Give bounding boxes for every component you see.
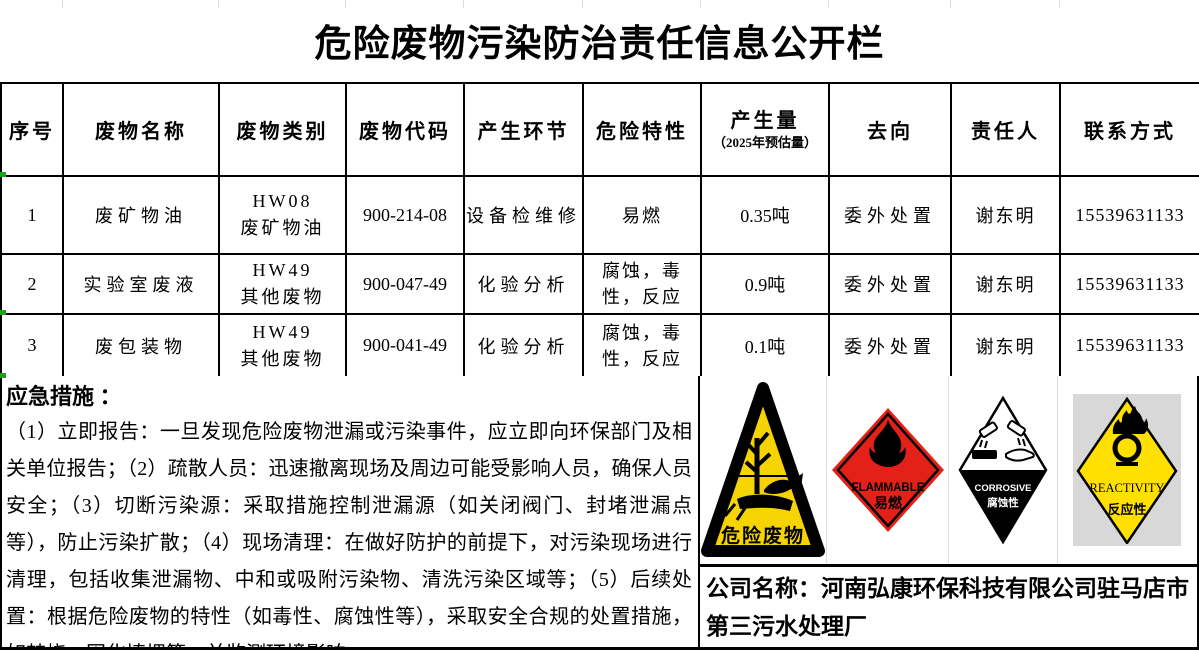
green-corner-mark (0, 373, 6, 378)
table-row: 2 实验室废液 HW49 其他废物 900-047-49 化验分析 腐蚀，毒性，… (0, 253, 1199, 315)
header-waste-name: 废物名称 (62, 82, 220, 177)
header-amount: 产生量 （2025年预估量） (700, 82, 830, 177)
header-contact: 联系方式 (1059, 82, 1199, 177)
cell-waste-name: 实验室废液 (62, 253, 220, 315)
hazardous-waste-sign: 危险废物 (700, 376, 828, 564)
reactivity-card: REACTIVITY 反应性 (1073, 394, 1182, 546)
cell-no: 3 (0, 313, 64, 378)
cell-no: 2 (0, 253, 64, 315)
cell-waste-code: 900-047-49 (345, 253, 465, 315)
emergency-body: （1）立即报告：一旦发现危险废物泄漏或污染事件，应立即向环保部门及相关单位报告；… (6, 421, 692, 650)
corrosive-diamond-icon: CORROSIVE 腐蚀性 (958, 396, 1048, 544)
waste-info-table: 序号 废物名称 废物类别 废物代码 产生环节 危险特性 产生量 （2025年预估… (0, 82, 1199, 378)
cell-waste-category: HW08 废矿物油 (218, 175, 347, 255)
cell-process: 化验分析 (463, 313, 584, 378)
flammable-sign: FLAMMABLE 易燃 (827, 376, 949, 564)
header-process: 产生环节 (463, 82, 584, 177)
table-header-row: 序号 废物名称 废物类别 废物代码 产生环节 危险特性 产生量 （2025年预估… (0, 82, 1199, 177)
cell-waste-code: 900-041-49 (345, 313, 465, 378)
cell-phone: 15539631133 (1059, 253, 1199, 315)
cell-process: 化验分析 (463, 253, 584, 315)
reactivity-label-zh: 反应性 (1108, 502, 1147, 517)
table-row: 1 废矿物油 HW08 废矿物油 900-214-08 设备检维修 易燃 0.3… (0, 175, 1199, 255)
cell-amount: 0.9吨 (700, 253, 830, 315)
cell-waste-code: 900-214-08 (345, 175, 465, 255)
category-code: HW49 (252, 321, 313, 342)
oxidizer-flame-circle-icon (1112, 406, 1149, 466)
reactivity-label-en: REACTIVITY (1090, 481, 1165, 495)
flammable-diamond-icon: FLAMMABLE 易燃 (831, 408, 944, 532)
corrosive-sign: CORROSIVE 腐蚀性 (949, 376, 1058, 564)
header-waste-category: 废物类别 (218, 82, 347, 177)
cell-destination: 委外处置 (828, 175, 952, 255)
green-corner-mark (0, 310, 6, 315)
cell-hazard: 腐蚀，毒性，反应 (582, 313, 702, 378)
emergency-measures-panel: 应急措施 ： （1）立即报告：一旦发现危险废物泄漏或污染事件，应立即向环保部门及… (0, 376, 700, 650)
cell-hazard: 腐蚀，毒性，反应 (582, 253, 702, 315)
hazardous-waste-label: 危险废物 (721, 524, 805, 547)
header-amount-note: （2025年预估量） (712, 134, 817, 150)
category-code: HW49 (252, 260, 313, 280)
cell-destination: 委外处置 (828, 313, 952, 378)
cell-waste-category: HW49 其他废物 (218, 313, 347, 378)
cell-person: 谢东明 (950, 313, 1061, 378)
company-name: 公司名称：河南弘康环保科技有限公司驻马店市第三污水处理厂 (700, 564, 1199, 650)
top-gridline-strip (0, 0, 1199, 8)
hazard-signs-panel: 危险废物 FLAMMABLE 易燃 (700, 376, 1199, 564)
flammable-label-zh: 易燃 (874, 495, 903, 512)
hazardous-waste-pictogram-icon (724, 431, 804, 521)
cell-waste-category: HW49 其他废物 (218, 253, 347, 315)
reactivity-sign: REACTIVITY 反应性 (1058, 376, 1197, 564)
cell-waste-name: 废包装物 (62, 313, 220, 378)
header-waste-code: 废物代码 (345, 82, 465, 177)
table-row: 3 废包装物 HW49 其他废物 900-041-49 化验分析 腐蚀，毒性，反… (0, 313, 1199, 378)
hazardous-waste-triangle-icon: 危险废物 (701, 382, 826, 557)
cell-waste-name: 废矿物油 (62, 175, 220, 255)
header-hazard: 危险特性 (582, 82, 702, 177)
corrosive-label-en: CORROSIVE (974, 483, 1031, 494)
flame-icon (869, 420, 906, 467)
category-code: HW08 (252, 191, 313, 211)
category-name: 其他废物 (240, 287, 325, 307)
cell-no: 1 (0, 175, 64, 255)
reactivity-diamond-icon: REACTIVITY 反应性 (1076, 396, 1178, 544)
header-person: 责任人 (950, 82, 1061, 177)
cell-amount: 0.35吨 (700, 175, 830, 255)
corrosive-pictogram-icon (971, 420, 1035, 462)
green-corner-mark (0, 172, 6, 177)
header-amount-title: 产生量 (730, 109, 800, 132)
cell-amount: 0.1吨 (700, 313, 830, 378)
cell-phone: 15539631133 (1059, 313, 1199, 378)
header-destination: 去向 (828, 82, 952, 177)
flammable-label-en: FLAMMABLE (851, 482, 924, 494)
emergency-heading: 应急措施 ： (6, 384, 122, 409)
page-title: 危险废物污染防治责任信息公开栏 (314, 24, 885, 65)
cell-destination: 委外处置 (828, 253, 952, 315)
cell-process: 设备检维修 (463, 175, 584, 255)
cell-phone: 15539631133 (1059, 175, 1199, 255)
header-no: 序号 (0, 82, 64, 177)
corrosive-label-zh: 腐蚀性 (987, 496, 1019, 509)
category-name: 其他废物 (240, 348, 325, 369)
cell-hazard: 易燃 (582, 175, 702, 255)
cell-person: 谢东明 (950, 253, 1061, 315)
cell-person: 谢东明 (950, 175, 1061, 255)
category-name: 废矿物油 (240, 218, 325, 238)
